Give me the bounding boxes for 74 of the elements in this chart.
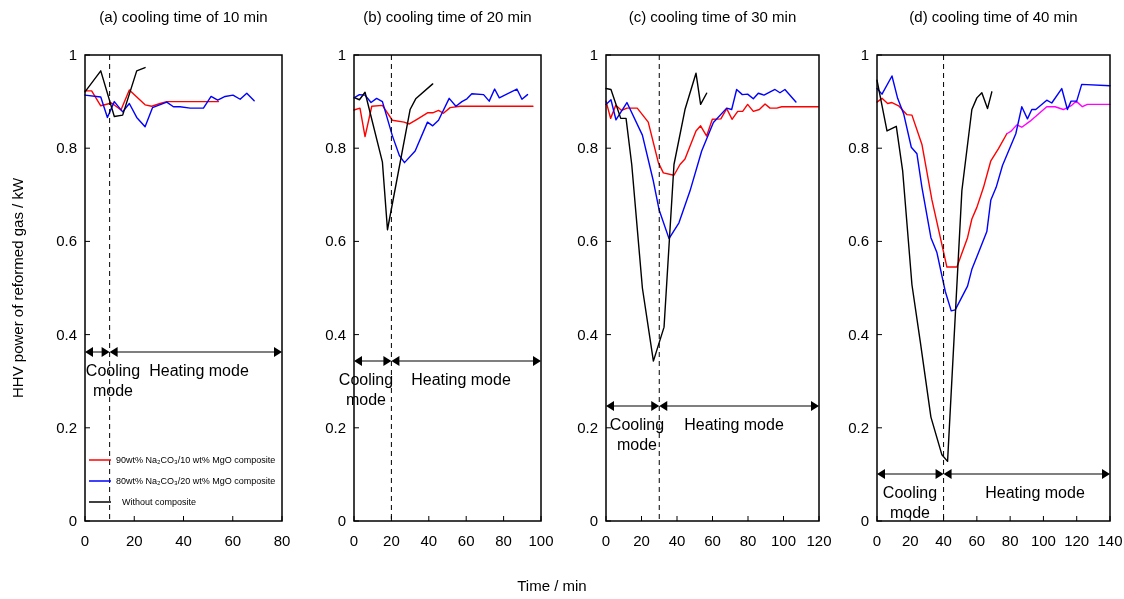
line-series (1006, 100, 1111, 135)
x-tick-label: 60 (968, 532, 986, 549)
y-tick-label: 0.4 (56, 325, 77, 343)
annotation: Heating mode (684, 416, 784, 433)
y-tick-label: 0 (589, 512, 598, 529)
line-series (84, 92, 255, 128)
y-tick-label: 0.2 (577, 418, 598, 436)
x-tick-label: 0 (872, 532, 882, 549)
x-tick-label: 60 (704, 532, 721, 549)
y-tick-label: 0.8 (56, 139, 77, 157)
line-series (84, 89, 220, 111)
line-series (876, 97, 1008, 268)
chart-title: (a) cooling time of 10 min (99, 8, 268, 25)
annotation: Cooling mode (85, 362, 141, 399)
line-series (605, 88, 797, 240)
x-tick-label: 20 (901, 532, 919, 549)
y-tick-label: 0 (337, 512, 346, 529)
x-tick-label: 80 (1001, 532, 1019, 549)
y-tick-label: 0.4 (577, 325, 598, 343)
y-tick-label: 0.2 (56, 418, 77, 436)
x-tick-label: 120 (1064, 532, 1090, 549)
x-tick-label: 80 (495, 532, 512, 549)
x-axis-title: Time / min (517, 577, 587, 594)
annotation: Cooling mode (882, 484, 938, 521)
x-tick-label: 100 (1030, 532, 1056, 549)
y-axis-title: HHV power of reformed gas / kW (9, 177, 26, 399)
x-tick-label: 40 (668, 532, 686, 549)
y-tick-label: 0.8 (848, 139, 869, 157)
annotation: Heating mode (149, 362, 249, 379)
y-tick-label: 0.6 (848, 232, 869, 250)
chart-title: (d) cooling time of 40 min (909, 8, 1078, 25)
x-tick-label: 120 (806, 532, 832, 549)
y-tick-label: 0.2 (325, 418, 346, 436)
legend-label: 90wt% Na₂CO₃/10 wt% MgO composite (116, 455, 276, 465)
line-series (605, 100, 819, 176)
y-tick-label: 1 (337, 46, 346, 63)
x-tick-label: 40 (175, 532, 192, 549)
x-tick-label: 40 (420, 532, 438, 549)
x-tick-label: 20 (125, 532, 143, 549)
x-tick-label: 0 (349, 532, 359, 549)
y-tick-label: 1 (68, 46, 77, 63)
x-tick-label: 40 (935, 532, 952, 549)
annotation: Heating mode (985, 484, 1085, 501)
y-tick-label: 0.6 (577, 232, 598, 250)
line-series (353, 104, 534, 138)
y-tick-label: 0.6 (56, 232, 77, 250)
y-tick-label: 0.8 (325, 139, 346, 157)
x-tick-label: 140 (1097, 532, 1123, 549)
y-tick-label: 0 (68, 512, 77, 529)
y-tick-label: 1 (589, 46, 598, 63)
y-tick-label: 0.4 (325, 325, 346, 343)
annotation: Cooling mode (609, 416, 665, 453)
x-tick-label: 60 (457, 532, 475, 549)
line-series (353, 88, 529, 164)
annotation: Heating mode (411, 371, 511, 388)
legend-label: Without composite (122, 497, 197, 507)
legend-label: 80wt% Na₂CO₃/20 wt% MgO composite (116, 476, 276, 486)
x-tick-label: 80 (273, 532, 291, 549)
x-tick-label: 20 (383, 532, 400, 549)
x-tick-label: 100 (770, 532, 797, 549)
chart-title: (b) cooling time of 20 min (363, 8, 532, 25)
y-tick-label: 1 (860, 46, 869, 63)
x-tick-label: 0 (80, 532, 90, 549)
y-tick-label: 0.8 (577, 139, 598, 157)
x-tick-label: 0 (601, 532, 611, 549)
chart-title: (c) cooling time of 30 min (628, 8, 797, 25)
x-tick-label: 20 (633, 532, 650, 549)
y-tick-label: 0.4 (848, 325, 869, 343)
y-tick-label: 0 (860, 512, 869, 529)
y-tick-label: 0.2 (848, 418, 869, 436)
x-tick-label: 80 (739, 532, 757, 549)
x-tick-label: 60 (224, 532, 242, 549)
x-tick-label: 100 (528, 532, 554, 549)
y-tick-label: 0.6 (325, 232, 346, 250)
